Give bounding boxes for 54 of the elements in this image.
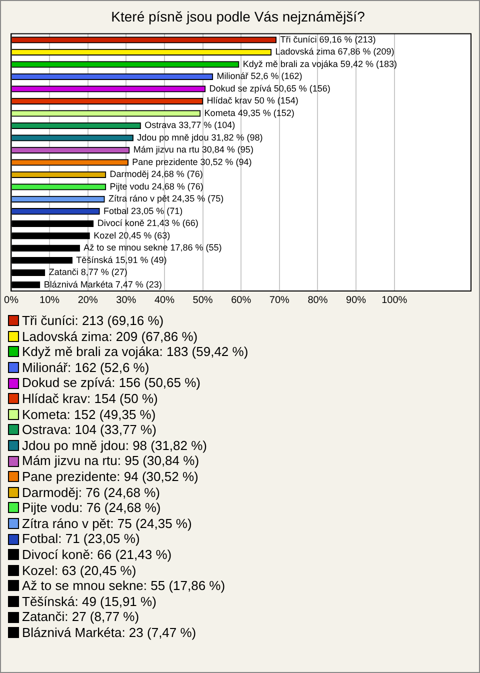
- legend-label: Těšínská: 49 (15,91 %): [22, 594, 156, 610]
- legend-label: Divocí koně: 66 (21,43 %): [22, 546, 172, 562]
- x-tick-label: 70%: [269, 294, 290, 306]
- data-label: Darmoděj 24,68 % (76): [110, 169, 203, 180]
- legend-label: Darmoděj: 76 (24,68 %): [22, 484, 160, 500]
- legend-label: Pijte vodu: 76 (24,68 %): [22, 500, 161, 516]
- x-tick-label: 0%: [4, 294, 19, 306]
- legend-label: Ladovská zima: 209 (67,86 %): [22, 328, 198, 344]
- x-tick-label: 20%: [78, 294, 98, 306]
- legend-label: Tři čuníci: 213 (69,16 %): [22, 313, 164, 329]
- data-label: Ladovská zima 67,86 % (209): [275, 46, 394, 57]
- data-label: Fotbal 23,05 % (71): [104, 206, 183, 216]
- data-label: Mám jizvu na rtu 30,84 % (95): [133, 144, 254, 155]
- legend-label: Pane prezidente: 94 (30,52 %): [22, 468, 198, 485]
- x-tick-label: 90%: [346, 294, 366, 306]
- legend-label: Hlídač krav: 154 (50 %): [22, 390, 158, 407]
- legend-label: Zatanči: 27 (8,77 %): [22, 609, 140, 625]
- data-label: Pane prezidente 30,52 % (94): [132, 156, 252, 167]
- x-tick-label: 50%: [192, 294, 213, 306]
- legend-label: Bláznivá Markéta: 23 (7,47 %): [22, 624, 196, 640]
- chart-title: Které písně jsou podle Vás nejznámější?: [111, 8, 366, 24]
- legend-label: Dokud se zpívá: 156 (50,65 %): [22, 375, 200, 391]
- data-label: Tři čuníci 69,16 % (213): [280, 34, 376, 44]
- data-label: Pijte vodu 24,68 % (76): [110, 181, 204, 192]
- data-label: Kozel 20,45 % (63): [94, 230, 170, 240]
- legend-label: Když mě brali za vojáka: 183 (59,42 %): [22, 344, 248, 360]
- legend-label: Kozel: 63 (20,45 %): [22, 562, 136, 578]
- data-label: Zítra ráno v pět 24,35 % (75): [108, 194, 224, 204]
- x-tick-label: 60%: [231, 294, 252, 306]
- legend-label: Zítra ráno v pět: 75 (24,35 %): [22, 516, 192, 532]
- data-label: Milionář 52,6 % (162): [216, 71, 302, 82]
- legend-label: Mám jizvu na rtu: 95 (30,84 %): [22, 453, 200, 469]
- data-label: Divocí koně 21,43 % (66): [97, 218, 198, 228]
- data-label: Ostrava 33,77 % (104): [144, 120, 236, 130]
- legend-label: Ostrava: 104 (33,77 %): [22, 422, 156, 438]
- legend-label: Jdou po mně jdou: 98 (31,82 %): [22, 438, 208, 454]
- x-tick-label: 100%: [382, 294, 408, 306]
- x-tick-label: 40%: [154, 294, 175, 306]
- data-label: Jdou po mně jdou 31,82 % (98): [137, 132, 263, 142]
- legend-label: Milionář: 162 (52,6 %): [22, 360, 150, 376]
- data-label: Zatanči 8,77 % (27): [48, 267, 128, 278]
- x-tick-label: 80%: [308, 294, 328, 306]
- data-label: Hlídač krav 50 % (154): [206, 96, 298, 106]
- legend-label: Až to se mnou sekne: 55 (17,86 %): [22, 578, 226, 594]
- x-tick-label: 10%: [40, 294, 60, 306]
- data-label: Až to se mnou sekne 17,86 % (55): [84, 242, 222, 253]
- data-label: Kometa 49,35 % (152): [204, 108, 294, 118]
- legend-label: Fotbal: 71 (23,05 %): [22, 531, 140, 547]
- data-label: Když mě brali za vojáka 59,42 % (183): [242, 58, 397, 69]
- data-label: Těšínská 15,91 % (49): [76, 254, 167, 265]
- x-tick-label: 30%: [116, 294, 136, 306]
- data-label: Bláznivá Markéta 7,47 % (23): [44, 279, 162, 290]
- legend-label: Kometa: 152 (49,35 %): [22, 406, 156, 422]
- data-label: Dokud se zpívá 50,65 % (156): [209, 83, 330, 94]
